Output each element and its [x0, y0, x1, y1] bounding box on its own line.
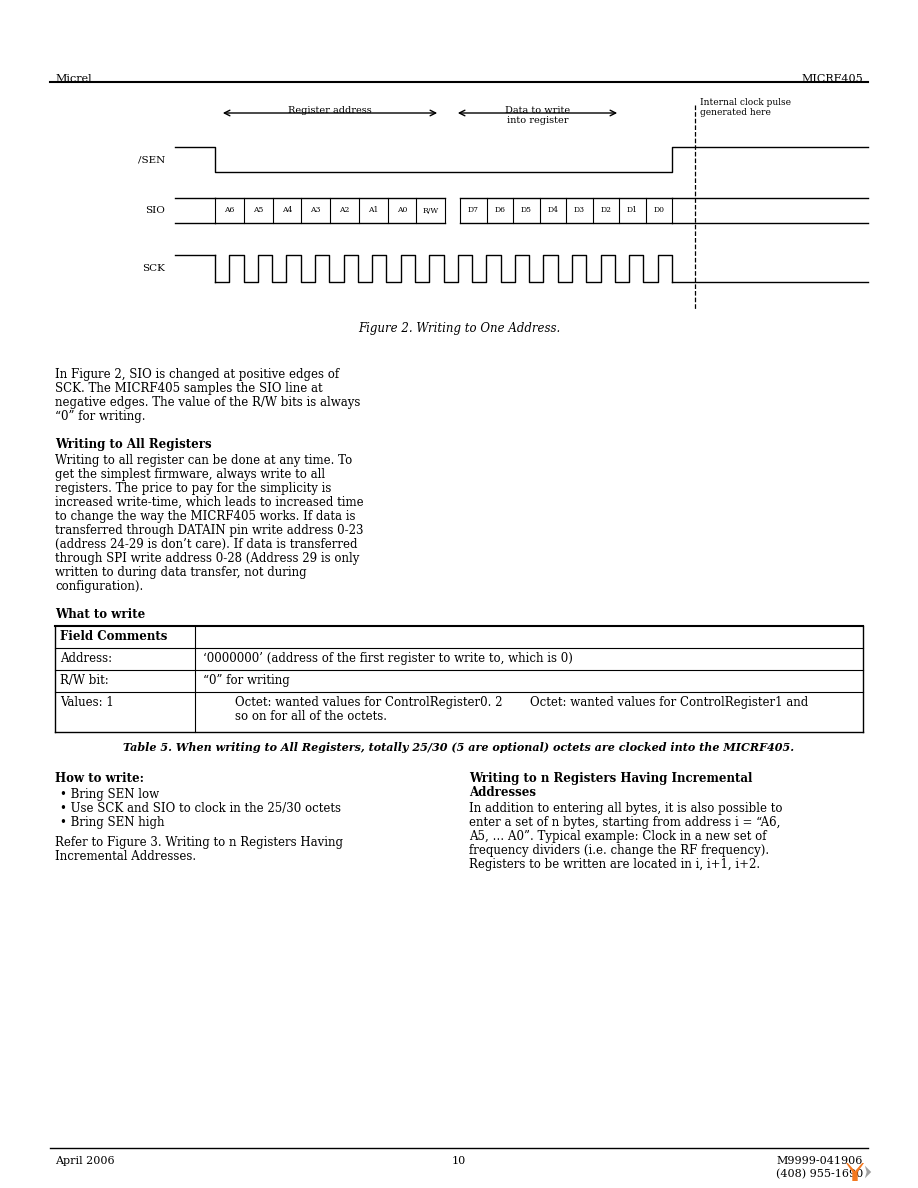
Text: 10: 10: [452, 1156, 466, 1165]
Text: • Bring SEN low: • Bring SEN low: [60, 788, 159, 801]
Text: through SPI write address 0-28 (Address 29 is only: through SPI write address 0-28 (Address …: [55, 552, 359, 565]
Text: Incremental Addresses.: Incremental Addresses.: [55, 849, 196, 862]
Text: Addresses: Addresses: [469, 786, 536, 800]
Text: A2: A2: [339, 207, 350, 215]
Text: • Bring SEN high: • Bring SEN high: [60, 816, 164, 829]
Text: SIO: SIO: [145, 206, 165, 215]
Text: ‘0000000’ (address of the first register to write to, which is 0): ‘0000000’ (address of the first register…: [203, 652, 573, 665]
Text: “0” for writing: “0” for writing: [203, 674, 290, 687]
Text: Writing to n Registers Having Incremental: Writing to n Registers Having Incrementa…: [469, 772, 753, 785]
Text: A5: A5: [253, 207, 263, 215]
Text: Internal clock pulse
generated here: Internal clock pulse generated here: [700, 97, 791, 118]
Text: so on for all of the octets.: so on for all of the octets.: [235, 710, 387, 723]
Text: A5, … A0”. Typical example: Clock in a new set of: A5, … A0”. Typical example: Clock in a n…: [469, 830, 767, 843]
Text: D4: D4: [547, 207, 558, 215]
Text: get the simplest firmware, always write to all: get the simplest firmware, always write …: [55, 468, 325, 481]
Text: R/W bit:: R/W bit:: [60, 674, 108, 687]
Polygon shape: [865, 1165, 871, 1178]
Text: transferred through DATAIN pin write address 0-23: transferred through DATAIN pin write add…: [55, 524, 364, 537]
Text: Octet: wanted values for ControlRegister1 and: Octet: wanted values for ControlRegister…: [530, 696, 808, 709]
Text: Data to write
into register: Data to write into register: [505, 106, 570, 126]
Text: • Use SCK and SIO to clock in the 25/30 octets: • Use SCK and SIO to clock in the 25/30 …: [60, 802, 341, 815]
Text: D3: D3: [574, 207, 585, 215]
Text: registers. The price to pay for the simplicity is: registers. The price to pay for the simp…: [55, 482, 331, 495]
Text: negative edges. The value of the R/W bits is always: negative edges. The value of the R/W bit…: [55, 396, 361, 409]
Text: A3: A3: [310, 207, 321, 215]
Text: “0” for writing.: “0” for writing.: [55, 410, 145, 423]
Text: In Figure 2, SIO is changed at positive edges of: In Figure 2, SIO is changed at positive …: [55, 368, 339, 381]
Text: written to during data transfer, not during: written to during data transfer, not dur…: [55, 565, 307, 579]
Text: April 2006: April 2006: [55, 1156, 115, 1165]
Text: Micrel: Micrel: [55, 74, 92, 84]
Text: enter a set of n bytes, starting from address i = “A6,: enter a set of n bytes, starting from ad…: [469, 816, 780, 829]
Text: A4: A4: [282, 207, 292, 215]
Polygon shape: [846, 1163, 864, 1181]
Text: D0: D0: [654, 207, 665, 215]
Text: D7: D7: [468, 207, 479, 215]
Text: A6: A6: [224, 207, 235, 215]
Text: Figure 2. Writing to One Address.: Figure 2. Writing to One Address.: [358, 322, 560, 335]
Text: SCK: SCK: [142, 264, 165, 273]
Text: to change the way the MICRF405 works. If data is: to change the way the MICRF405 works. If…: [55, 510, 355, 523]
Text: (408) 955-1690: (408) 955-1690: [776, 1169, 863, 1180]
Text: D5: D5: [521, 207, 532, 215]
Text: Writing to All Registers: Writing to All Registers: [55, 438, 212, 451]
Text: D1: D1: [627, 207, 638, 215]
Text: Field Comments: Field Comments: [60, 630, 167, 643]
Text: Writing to all register can be done at any time. To: Writing to all register can be done at a…: [55, 454, 353, 467]
Text: D6: D6: [494, 207, 505, 215]
Text: Registers to be written are located in i, i+1, i+2.: Registers to be written are located in i…: [469, 858, 760, 871]
Text: Octet: wanted values for ControlRegister0. 2: Octet: wanted values for ControlRegister…: [235, 696, 502, 709]
Text: M9999-041906: M9999-041906: [777, 1156, 863, 1165]
Text: /SEN: /SEN: [138, 156, 165, 164]
Text: MICRF405: MICRF405: [801, 74, 863, 84]
Text: frequency dividers (i.e. change the RF frequency).: frequency dividers (i.e. change the RF f…: [469, 843, 769, 857]
Text: A0: A0: [397, 207, 407, 215]
Text: increased write-time, which leads to increased time: increased write-time, which leads to inc…: [55, 497, 364, 508]
Text: Register address: Register address: [288, 106, 372, 115]
Text: A1: A1: [368, 207, 378, 215]
Text: configuration).: configuration).: [55, 580, 143, 593]
Text: What to write: What to write: [55, 608, 145, 621]
Text: Values: 1: Values: 1: [60, 696, 114, 709]
Text: (address 24-29 is don’t care). If data is transferred: (address 24-29 is don’t care). If data i…: [55, 538, 357, 551]
Text: Refer to Figure 3. Writing to n Registers Having: Refer to Figure 3. Writing to n Register…: [55, 836, 343, 849]
Text: In addition to entering all bytes, it is also possible to: In addition to entering all bytes, it is…: [469, 802, 782, 815]
Text: R/W: R/W: [422, 207, 439, 215]
Text: Table 5. When writing to All Registers, totally 25/30 (5 are optional) octets ar: Table 5. When writing to All Registers, …: [123, 742, 795, 753]
Text: D2: D2: [600, 207, 611, 215]
Text: Address:: Address:: [60, 652, 112, 665]
Text: SCK. The MICRF405 samples the SIO line at: SCK. The MICRF405 samples the SIO line a…: [55, 383, 322, 394]
Text: How to write:: How to write:: [55, 772, 144, 785]
